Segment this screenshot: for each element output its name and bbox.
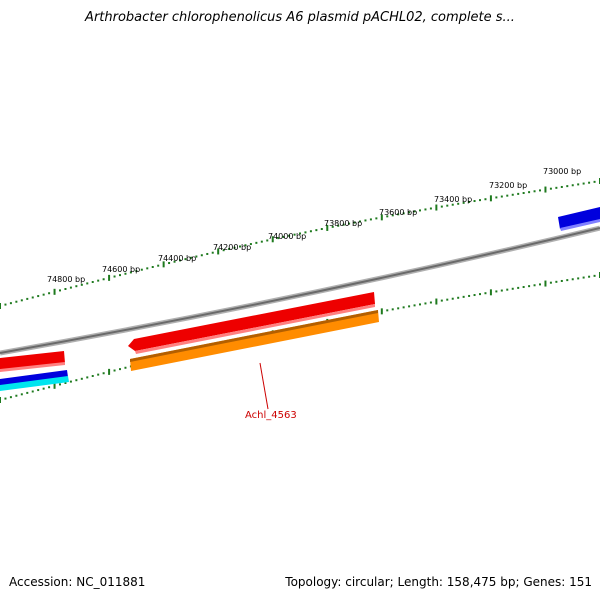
accession-text: Accession: NC_011881 [9,575,146,589]
ruler-label-73800: 73800 bp [324,219,362,228]
cds-feature-red-right[interactable] [128,292,375,354]
ruler-label-74000: 74000 bp [268,232,306,241]
cds-feature-blue-left[interactable] [0,370,68,386]
topology-summary-text: Topology: circular; Length: 158,475 bp; … [285,575,592,589]
ruler-label-74200: 74200 bp [213,243,251,252]
outer-tick-track [0,178,600,309]
ruler-label-73400: 73400 bp [434,195,472,204]
ruler-label-74800: 74800 bp [47,275,85,284]
cds-feature-orange[interactable] [130,310,379,371]
ruler-label-73000: 73000 bp [543,167,581,176]
ruler-label-73200: 73200 bp [489,181,527,190]
gene-label-leader [259,362,269,410]
ruler-label-74600: 74600 bp [102,265,140,274]
ruler-label-73600: 73600 bp [379,208,417,217]
ruler-label-74400: 74400 bp [158,254,196,263]
cds-feature-blue-right[interactable] [558,207,600,231]
map-title: Arthrobacter chlorophenolicus A6 plasmid… [85,10,515,25]
plasmid-backbone-core [0,227,600,354]
gene-label-achl-4563[interactable]: Achl_4563 [245,410,297,421]
cds-feature-cyan-left[interactable] [0,376,69,391]
cds-feature-red-left[interactable] [0,351,65,372]
